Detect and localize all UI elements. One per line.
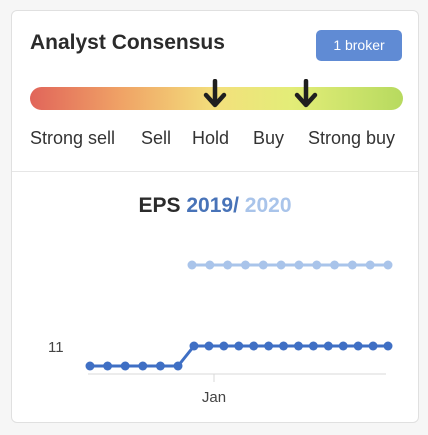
series-2019-point — [249, 341, 259, 351]
series-2019-point — [120, 361, 130, 371]
eps-year-separator: / — [233, 194, 239, 217]
series-2020-point — [258, 260, 268, 270]
series-2020-point — [187, 260, 197, 270]
series-2019-point — [155, 361, 165, 371]
y-tick-label-11: 11 — [48, 339, 64, 356]
series-2019-point — [279, 341, 289, 351]
series-2020-point — [312, 260, 322, 270]
series-2020-point — [240, 260, 250, 270]
series-2020-point — [383, 260, 393, 270]
series-2019-point — [103, 361, 113, 371]
series-2019-point — [383, 341, 393, 351]
series-2020-point — [223, 260, 233, 270]
series-2019-point — [293, 341, 303, 351]
section-divider — [12, 171, 418, 172]
consensus-title: Analyst Consensus — [30, 31, 225, 54]
series-2019-point — [138, 361, 148, 371]
series-2019-point — [353, 341, 363, 351]
broker-count-badge[interactable]: 1 broker — [316, 30, 402, 61]
eps-year-2019-toggle[interactable]: 2019 — [186, 194, 234, 217]
eps-chart: Jan 11 — [48, 260, 393, 406]
series-2019-point — [338, 341, 348, 351]
scale-label-buy: Buy — [253, 128, 285, 148]
scale-label-sell: Sell — [141, 128, 172, 148]
scale-label-strong-buy: Strong buy — [308, 128, 396, 148]
series-2019-point — [308, 341, 318, 351]
series-2019-point — [219, 341, 229, 351]
arrow-down-icon — [294, 79, 318, 108]
x-tick-label-jan: Jan — [202, 389, 226, 406]
series-2020-point — [205, 260, 215, 270]
analyst-consensus-card: Analyst Consensus 1 broker Strong sell S… — [11, 10, 419, 423]
series-2019-point — [323, 341, 333, 351]
eps-label: EPS — [138, 194, 181, 217]
series-2019-point — [173, 361, 183, 371]
series-2019-point — [368, 341, 378, 351]
series-2020-point — [365, 260, 375, 270]
series-2019-point — [234, 341, 244, 351]
scale-label-strong-sell: Strong sell — [30, 128, 116, 148]
series-2020-point — [276, 260, 286, 270]
series-2019-point — [85, 361, 95, 371]
series-2020-point — [330, 260, 340, 270]
series-2019-point — [264, 341, 274, 351]
series-2019-point — [204, 341, 214, 351]
scale-label-hold: Hold — [192, 128, 230, 148]
series-2020-point — [347, 260, 357, 270]
eps-year-2020-toggle[interactable]: 2020 — [244, 194, 292, 217]
series-2019-point — [189, 341, 199, 351]
series-2020-point — [294, 260, 304, 270]
eps-title: EPS 2019/ 2020 — [12, 194, 418, 218]
arrow-down-icon — [203, 79, 227, 108]
